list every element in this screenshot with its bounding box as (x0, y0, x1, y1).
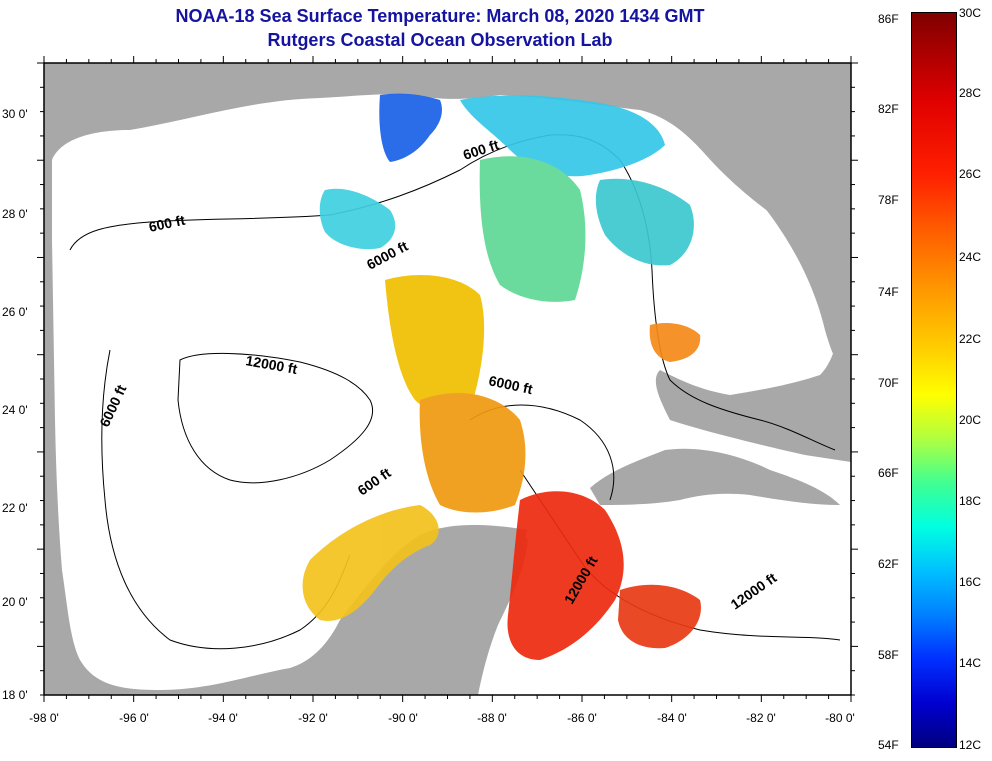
lat-label: 26 0' (2, 305, 28, 319)
colorbar-f-label: 86F (878, 12, 899, 26)
cuba-land (590, 448, 840, 505)
colorbar-c-label: 30C (959, 6, 982, 20)
lat-label: 20 0' (2, 595, 28, 609)
colorbar-c-label: 28C (959, 86, 982, 100)
sst-patch-orange-loop (419, 392, 526, 513)
yucatan-land (371, 530, 528, 695)
colorbar-f-label: 66F (878, 466, 899, 480)
sst-patch-yellow-central (385, 275, 485, 416)
lon-label: -90 0' (388, 711, 418, 725)
map-subtitle: Rutgers Coastal Ocean Observation Lab (267, 30, 613, 50)
colorbar-c-label: 26C (959, 167, 982, 181)
colorbar-c-label: 16C (959, 575, 982, 589)
colorbar-f-label: 78F (878, 193, 899, 207)
lon-label: -82 0' (746, 711, 776, 725)
colorbar-c-label: 12C (959, 738, 982, 752)
sst-patch-orange-east (649, 323, 701, 362)
sst-patch-green-shelf (479, 156, 586, 302)
lat-label: 18 0' (2, 688, 28, 702)
lat-label: 30 0' (2, 107, 28, 121)
sst-overlay (302, 93, 701, 660)
colorbar-f-label: 82F (878, 102, 899, 116)
sst-patch-yellow-campeche (302, 505, 439, 621)
lon-label: -94 0' (208, 711, 238, 725)
lat-label: 22 0' (2, 501, 28, 515)
lon-label: -84 0' (657, 711, 687, 725)
sst-patch-cyan-west (319, 188, 396, 250)
sst-patch-cold-northeast (460, 95, 665, 177)
contour-label-600ft-west: 600 ft (147, 212, 186, 235)
lat-label: 24 0' (2, 403, 28, 417)
lon-label: -98 0' (29, 711, 59, 725)
sst-patch-cold-coast (379, 93, 442, 162)
colorbar-f-label: 58F (878, 648, 899, 662)
colorbar-c-label: 14C (959, 656, 982, 670)
axis-ticks (37, 56, 858, 702)
temperature-colorbar (911, 12, 957, 748)
lon-label: -80 0' (825, 711, 855, 725)
lon-label: -86 0' (567, 711, 597, 725)
colorbar-c-label: 24C (959, 250, 982, 264)
florida-land (719, 63, 851, 380)
lon-label: -96 0' (119, 711, 149, 725)
sst-patch-red-caribbean (618, 584, 701, 649)
map-title: NOAA-18 Sea Surface Temperature: March 0… (175, 6, 705, 26)
colorbar-f-label: 74F (878, 285, 899, 299)
colorbar-c-label: 22C (959, 332, 982, 346)
sst-patch-teal-florida (595, 178, 694, 266)
colorbar-f-label: 62F (878, 557, 899, 571)
colorbar-f-label: 54F (878, 738, 899, 752)
lon-label: -92 0' (298, 711, 328, 725)
sst-patch-red-yucatan-channel (507, 491, 624, 660)
colorbar-c-label: 18C (959, 494, 982, 508)
lat-label: 28 0' (2, 207, 28, 221)
colorbar-c-label: 20C (959, 413, 982, 427)
lon-label: -88 0' (477, 711, 507, 725)
colorbar-f-label: 70F (878, 376, 899, 390)
